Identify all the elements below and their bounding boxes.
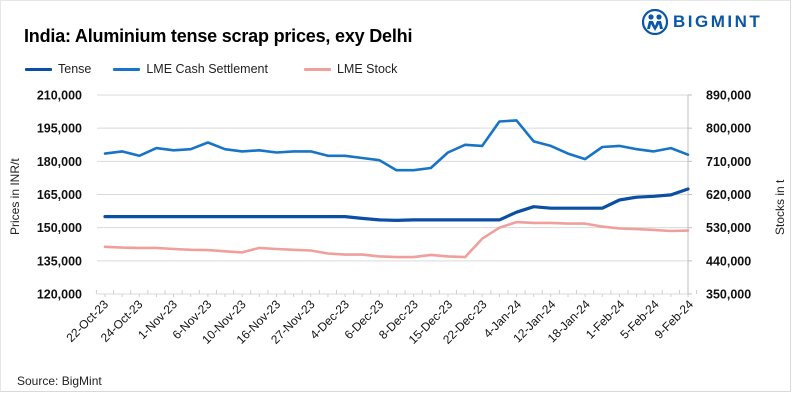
chart-frame [0, 0, 791, 392]
chart-title: India: Aluminium tense scrap prices, exy… [24, 26, 413, 46]
y-tick-label: 210,000 [37, 89, 82, 103]
y2-tick-label: 890,000 [706, 89, 751, 103]
legend-label: Tense [58, 62, 92, 76]
y-axis-left: 210,000 195,000 180,000 165,000 150,000 135,0… [37, 89, 82, 302]
series-lines [103, 119, 690, 259]
y-tick-label: 135,000 [37, 254, 82, 268]
legend-label: LME Cash Settlement [146, 62, 268, 76]
y2-tick-label: 440,000 [706, 254, 751, 268]
y-tick-label: 120,000 [37, 288, 82, 302]
y-tick-label: 180,000 [37, 155, 82, 169]
legend-swatch-lme-stock [303, 67, 331, 71]
x-tick-label: 9-Feb-24 [652, 297, 697, 342]
bigmint-logo: BIGMINT [642, 9, 762, 35]
y-tick-label: 165,000 [37, 188, 82, 202]
y-axis-right: 890,000 800,000 710,000 620,000 530,000 440,0… [687, 89, 751, 302]
source-note: Source: BigMint [17, 374, 102, 388]
y2-tick-label: 350,000 [706, 288, 751, 302]
y-tick-label: 150,000 [37, 221, 82, 235]
logo-text: BIGMINT [673, 12, 763, 31]
y2-tick-label: 620,000 [706, 188, 751, 202]
legend-item-tense[interactable]: Tense [25, 62, 91, 76]
legend-label: LME Stock [336, 62, 398, 76]
y2-axis-title: Stocks in t [773, 179, 787, 235]
chart-legend: Tense LME Cash Settlement LME Stock [25, 62, 419, 76]
y-tick-label: 195,000 [37, 122, 82, 136]
series-line-lme-stock [103, 220, 690, 259]
y2-tick-label: 800,000 [706, 122, 751, 136]
x-axis: 22-Oct-2324-Oct-231-Nov-236-Nov-2310-Nov… [63, 290, 698, 347]
legend-swatch-tense [25, 67, 52, 71]
y-axis-title: Prices in INR/t [8, 158, 22, 235]
series-line-lme-cash-settlement [103, 119, 690, 172]
logo-icon [642, 9, 668, 35]
legend-item-lme-cash[interactable]: LME Cash Settlement [113, 62, 268, 76]
gridlines [97, 94, 688, 295]
legend-item-lme-stock[interactable]: LME Stock [303, 62, 398, 76]
y2-tick-label: 710,000 [706, 155, 751, 169]
series-line-tense [103, 187, 690, 222]
legend-swatch-lme-cash [113, 67, 141, 71]
y2-tick-label: 530,000 [706, 221, 751, 235]
